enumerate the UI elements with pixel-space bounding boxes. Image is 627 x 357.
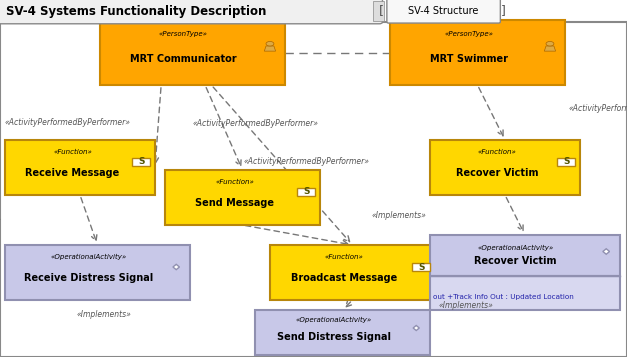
FancyBboxPatch shape (373, 1, 384, 21)
Text: «OperationalActivity»: «OperationalActivity» (50, 254, 127, 260)
FancyBboxPatch shape (430, 235, 620, 276)
FancyBboxPatch shape (0, 0, 382, 24)
Text: MRT Swimmer: MRT Swimmer (429, 54, 508, 64)
FancyBboxPatch shape (270, 245, 435, 300)
Text: «Function»: «Function» (215, 179, 254, 185)
Text: Receive Message: Receive Message (25, 168, 120, 178)
Text: «ActivityPerformedByPerformer»: «ActivityPerformedByPerformer» (192, 120, 318, 129)
Text: «Implements»: «Implements» (438, 301, 493, 310)
Text: ]: ] (501, 5, 506, 17)
FancyBboxPatch shape (255, 310, 430, 355)
Text: «PersonType»: «PersonType» (445, 31, 493, 37)
FancyBboxPatch shape (165, 170, 320, 225)
Text: «OperationalActivity»: «OperationalActivity» (477, 245, 554, 251)
Text: Recover Victim: Recover Victim (456, 168, 539, 178)
Text: Broadcast Message: Broadcast Message (291, 273, 398, 283)
FancyBboxPatch shape (5, 245, 190, 300)
FancyBboxPatch shape (132, 158, 150, 166)
Text: S: S (303, 187, 310, 196)
Text: «Function»: «Function» (325, 254, 364, 260)
FancyBboxPatch shape (412, 263, 430, 271)
Polygon shape (544, 46, 556, 51)
FancyBboxPatch shape (5, 140, 155, 195)
Text: [: [ (379, 5, 384, 17)
Text: S: S (418, 262, 424, 272)
Text: «ActivityPerformedByPerformer»: «ActivityPerformedByPerformer» (5, 118, 131, 127)
Polygon shape (413, 326, 419, 331)
Text: Receive Distress Signal: Receive Distress Signal (24, 273, 153, 283)
Text: SV-4 Structure: SV-4 Structure (408, 6, 479, 16)
Text: «ActivityPerformedByPerformer»: «ActivityPerformedByPerformer» (568, 105, 627, 114)
Text: Send Message: Send Message (195, 198, 274, 208)
Text: S: S (563, 157, 569, 166)
Circle shape (546, 41, 554, 46)
Text: SV-4 Systems Functionality Description: SV-4 Systems Functionality Description (6, 5, 266, 17)
Text: out +Track Info Out : Updated Location: out +Track Info Out : Updated Location (433, 293, 574, 300)
Text: S: S (138, 157, 144, 166)
FancyBboxPatch shape (430, 276, 620, 310)
FancyBboxPatch shape (387, 0, 500, 23)
Polygon shape (173, 264, 179, 270)
Polygon shape (265, 46, 276, 51)
FancyBboxPatch shape (100, 20, 285, 85)
Text: Send Distress Signal: Send Distress Signal (277, 332, 391, 342)
FancyBboxPatch shape (557, 158, 575, 166)
Text: MRT Communicator: MRT Communicator (130, 54, 236, 64)
Polygon shape (603, 249, 609, 254)
Text: Recover Victim: Recover Victim (474, 256, 557, 266)
Text: «Implements»: «Implements» (76, 310, 131, 319)
Text: «PersonType»: «PersonType» (159, 31, 208, 37)
Text: «Function»: «Function» (478, 149, 517, 155)
FancyBboxPatch shape (390, 20, 565, 85)
Text: «Implements»: «Implements» (0, 216, 2, 225)
Text: «Implements»: «Implements» (372, 211, 427, 220)
Text: «Function»: «Function» (53, 149, 92, 155)
Text: «OperationalActivity»: «OperationalActivity» (295, 317, 372, 323)
FancyBboxPatch shape (297, 188, 315, 196)
Text: «ActivityPerformedByPerformer»: «ActivityPerformedByPerformer» (244, 157, 370, 166)
FancyBboxPatch shape (430, 140, 580, 195)
Circle shape (266, 41, 274, 46)
